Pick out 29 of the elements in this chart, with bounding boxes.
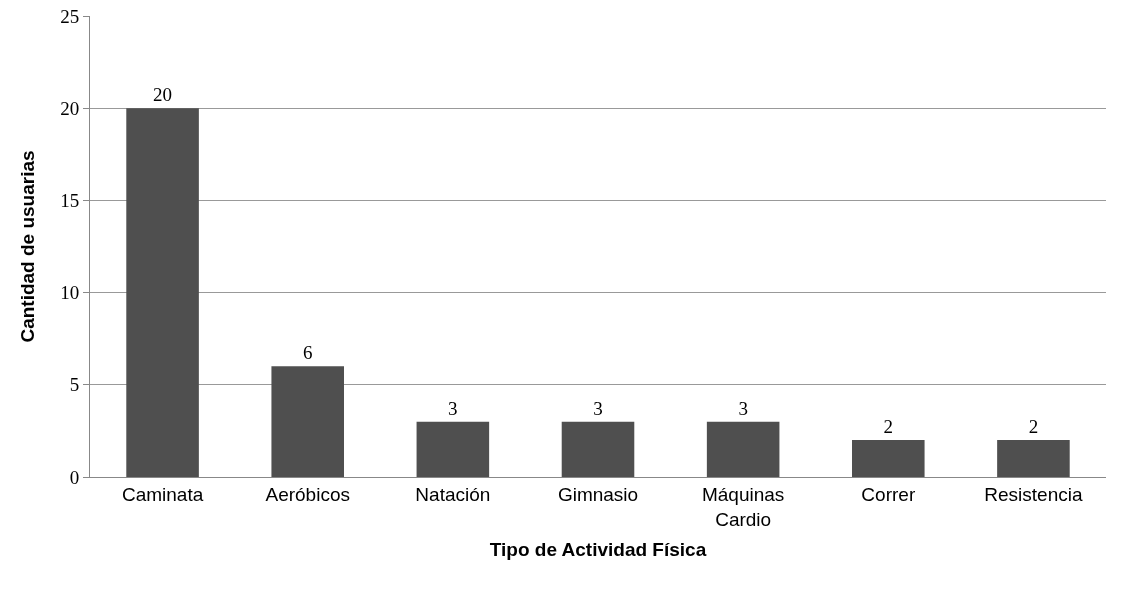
y-tick-label: 15	[60, 190, 80, 212]
data-label: 3	[593, 397, 603, 419]
data-label: 2	[883, 416, 894, 438]
bar	[852, 440, 925, 477]
bar	[271, 366, 344, 477]
x-tick-label: Natación	[415, 483, 491, 505]
x-tick-label: Resistencia	[984, 483, 1083, 505]
y-tick-label: 10	[60, 282, 80, 304]
data-label: 2	[1028, 416, 1039, 438]
x-tick-label: Aeróbicos	[265, 483, 350, 505]
y-axis-title: Cantidad de usuarias	[17, 150, 39, 343]
bar	[997, 440, 1070, 477]
bar	[126, 108, 199, 477]
y-tick-label: 5	[69, 374, 80, 396]
x-tick-label: Gimnasio	[557, 483, 639, 505]
bar	[706, 421, 780, 477]
y-tick-label: 25	[60, 5, 80, 27]
data-label: 3	[738, 397, 748, 419]
bar	[561, 421, 635, 477]
x-tick-label: Correr	[861, 483, 916, 505]
y-tick-label: 20	[60, 97, 80, 119]
x-tick-label: Máquinas Cardio	[701, 483, 785, 530]
y-tick-label: 0	[69, 466, 80, 488]
data-label: 20	[153, 84, 173, 106]
data-label: 6	[302, 342, 313, 364]
data-label: 3	[448, 397, 458, 419]
x-tick-label: Caminata	[121, 483, 204, 505]
bar	[416, 421, 490, 477]
x-axis-title: Tipo de Actividad Física	[489, 539, 707, 561]
